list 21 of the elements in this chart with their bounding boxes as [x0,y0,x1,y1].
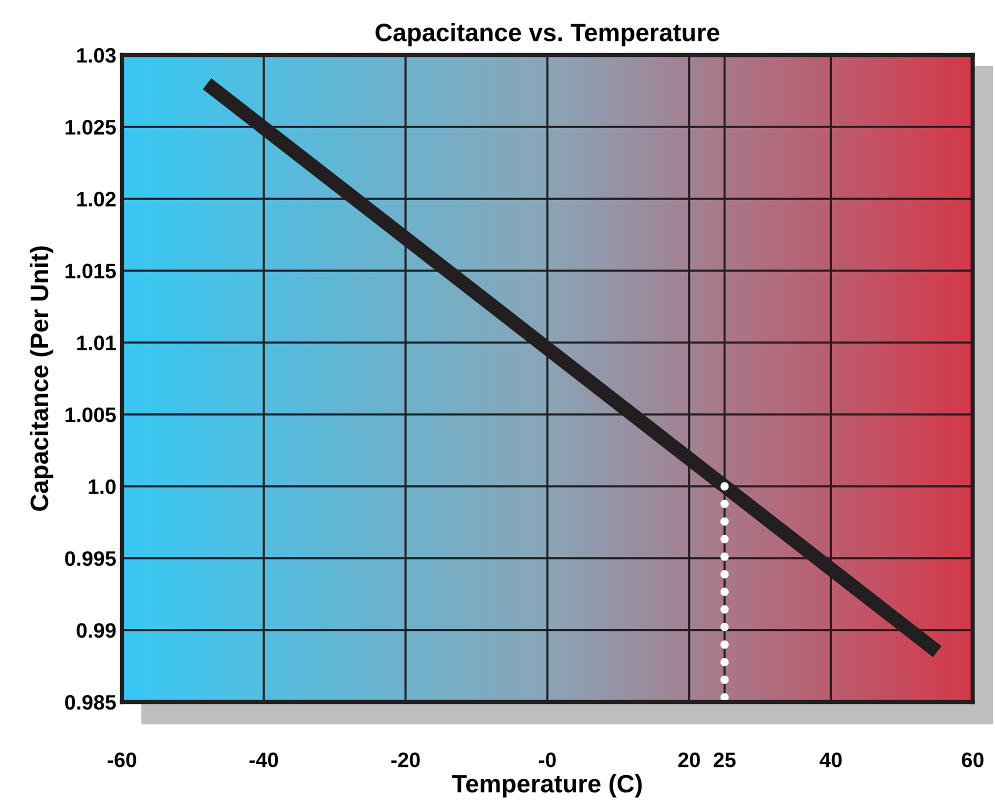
x-tick-label: -40 [250,752,278,768]
y-tick-label: 1.025 [66,120,116,135]
x-axis-title: Temperature (C) [452,774,642,798]
x-tick-label: -20 [391,752,420,768]
x-tick-label: 40 [820,752,842,768]
y-tick-label: 1.015 [66,264,116,278]
x-tick-label: 25 [714,752,736,768]
y-tick-label: 1.02 [77,192,116,207]
y-tick-label: 1.03 [77,48,116,63]
chart-title: Capacitance vs. Temperature [376,23,720,46]
x-tick-label: -0 [538,752,556,768]
y-tick-label: 0.995 [65,551,116,566]
y-tick-label: 1.01 [77,336,116,350]
x-tick-label: 60 [962,752,984,768]
x-tick-label: -60 [108,752,136,768]
y-tick-label: 1.0 [88,479,116,494]
y-tick-label: 0.99 [76,623,116,638]
x-tick-label: 20 [678,752,700,768]
y-tick-label: 1.005 [66,407,116,422]
y-tick-label: 0.985 [65,694,116,710]
y-axis-title: Capacitance (Per Unit) [30,246,54,511]
